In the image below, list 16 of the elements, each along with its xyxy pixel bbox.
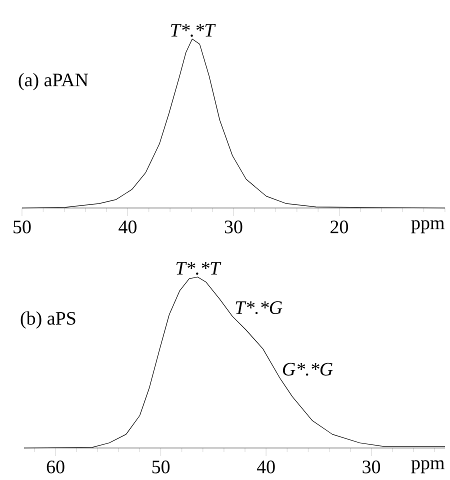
- x-tick-label: 40: [256, 460, 275, 474]
- x-tick-label: 30: [362, 460, 380, 474]
- x-tick-label: 60: [46, 460, 64, 474]
- x-tick-label: 20: [330, 220, 348, 234]
- text: (a) aPAN: [18, 73, 88, 90]
- x-tick-label: 40: [118, 220, 137, 234]
- x-tick-label: 50: [14, 220, 31, 234]
- x-tick-label: 50: [152, 460, 170, 474]
- annotation: G*.*G: [282, 362, 333, 376]
- x-tick-label: 30: [224, 220, 242, 234]
- x-axis-title: ppm: [411, 220, 444, 234]
- annotation: T*.*T: [171, 24, 216, 37]
- annotation: T*.*G: [236, 301, 282, 314]
- x-axis-title: ppm: [411, 460, 444, 474]
- annotation: T*.*T: [176, 262, 222, 275]
- text: (b) aPS: [20, 311, 76, 329]
